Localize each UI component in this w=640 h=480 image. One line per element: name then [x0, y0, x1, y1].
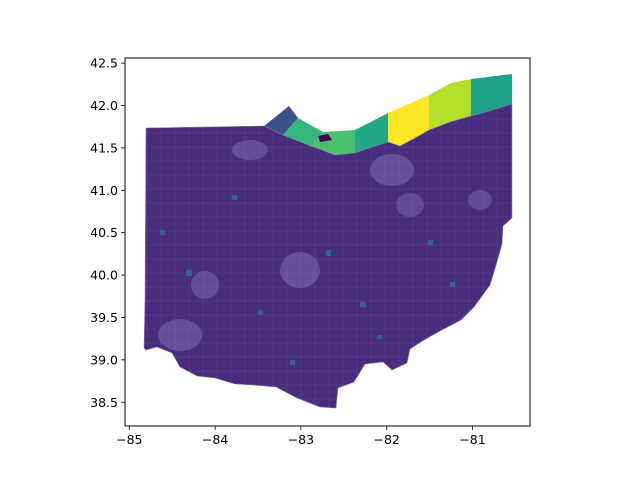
tract-highlight — [160, 230, 165, 235]
urban-area-toledo — [232, 140, 268, 160]
lake-island — [318, 134, 332, 142]
y-tick-label: 40.0 — [90, 268, 118, 283]
plot-area — [124, 57, 531, 427]
x-tick-label: −83 — [288, 432, 314, 447]
y-tick-label: 42.5 — [90, 56, 118, 71]
lake-segment-4 — [355, 113, 388, 153]
lake-segment-7 — [471, 74, 512, 116]
lake-segment-5 — [388, 95, 429, 146]
axes-frame — [124, 57, 531, 427]
y-tick-label: 39.5 — [90, 310, 118, 325]
y-tick-label: 38.5 — [90, 395, 118, 410]
x-tick-label: −85 — [116, 432, 142, 447]
tract-highlight — [326, 250, 331, 256]
tract-highlight — [232, 195, 237, 200]
ohio-land — [143, 103, 513, 409]
x-tick-label: −81 — [459, 432, 485, 447]
lake-segment-2 — [283, 118, 323, 146]
x-axis: −85 −84 −83 −82 −81 — [116, 426, 486, 447]
y-tick-label: 40.5 — [90, 225, 118, 240]
y-axis: 38.5 39.0 39.5 40.0 40.5 41.0 41.5 42.0 42.5 — [90, 56, 125, 410]
urban-area-cleveland — [370, 154, 414, 186]
lake-segment-6 — [429, 79, 471, 130]
urban-area-dayton — [191, 271, 219, 299]
urban-area-cincinnati — [158, 319, 202, 351]
tract-highlight — [428, 240, 433, 245]
urban-area-youngstown — [468, 190, 492, 210]
tract-highlight — [450, 282, 455, 287]
urban-area-akron — [396, 193, 424, 217]
tract-highlight — [186, 270, 192, 276]
lake-segment-1 — [264, 106, 298, 135]
y-tick-label: 42.0 — [90, 98, 118, 113]
tract-highlight — [290, 360, 295, 365]
tract-highlight — [258, 310, 263, 315]
urban-area-columbus — [280, 252, 320, 288]
tract-highlight — [360, 302, 366, 307]
y-tick-label: 39.0 — [90, 352, 118, 367]
y-tick-label: 41.5 — [90, 140, 118, 155]
tract-highlight — [377, 335, 382, 339]
y-tick-label: 41.0 — [90, 183, 118, 198]
x-tick-label: −82 — [374, 432, 400, 447]
x-tick-label: −84 — [202, 432, 228, 447]
